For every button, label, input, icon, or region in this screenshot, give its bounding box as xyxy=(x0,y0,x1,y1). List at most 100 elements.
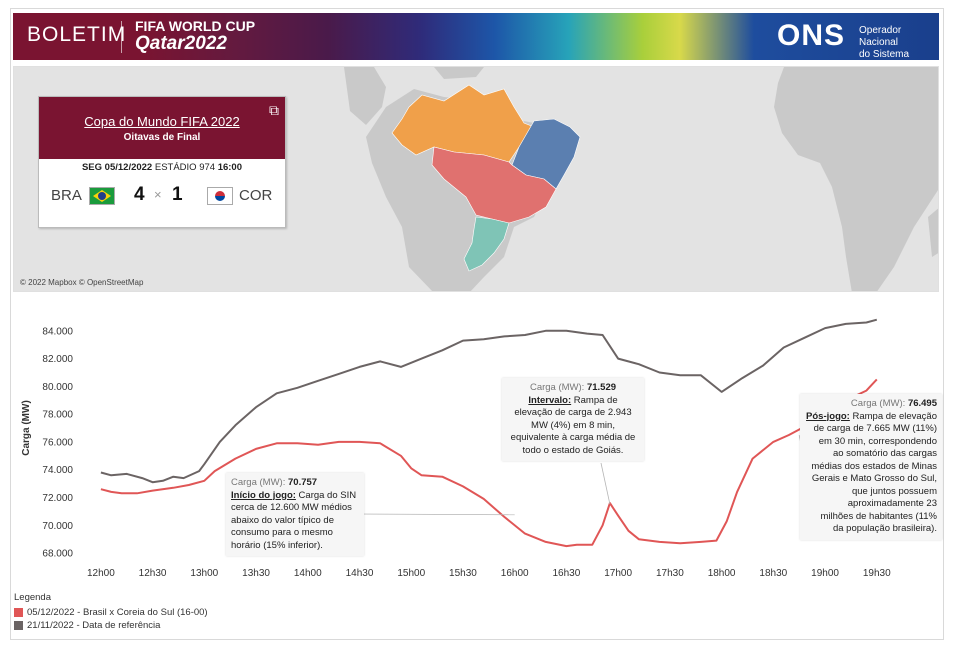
world-cup-logo-line2: Qatar2022 xyxy=(135,33,227,54)
y-tick-label: 72.000 xyxy=(42,493,73,504)
legend-item[interactable]: 21/11/2022 - Data de referência xyxy=(14,619,208,632)
annotation-halftime-line: MW (4%) em 8 min, xyxy=(531,419,615,431)
y-tick-label: 84.000 xyxy=(42,326,73,337)
annotation-postgame-line: aproximadamente 23 xyxy=(847,498,937,509)
legend-swatch-match xyxy=(14,608,23,617)
match-time: 16:00 xyxy=(217,162,243,173)
x-tick-label: 18h00 xyxy=(708,568,736,579)
annotation-kickoff-label: Carga (MW): xyxy=(231,477,286,488)
x-tick-label: 14h30 xyxy=(346,568,374,579)
x-tick-label: 19h30 xyxy=(863,568,891,579)
x-tick-label: 16h30 xyxy=(553,568,581,579)
annotation-halftime-head: Intervalo: xyxy=(528,394,572,406)
ons-logo: ONS xyxy=(777,19,846,52)
annotation-postgame-line: médias dos estados de Minas xyxy=(811,460,937,472)
annotation-kickoff-line: Carga do SIN xyxy=(298,489,357,501)
team2-name: COR xyxy=(239,187,273,204)
match-datetime: SEG 05/12/2022 ESTÁDIO 974 16:00 xyxy=(39,162,285,173)
region-south xyxy=(463,216,510,272)
series-line-reference[interactable] xyxy=(100,318,878,484)
annotation-postgame: Carga (MW): 76.495 Pós-jogo: Rampa de el… xyxy=(800,394,942,540)
annotation-kickoff: Carga (MW): 70.757 Início do jogo: Carga… xyxy=(226,473,364,556)
annotation-kickoff-value: 70.757 xyxy=(288,477,318,488)
x-tick-label: 15h30 xyxy=(449,568,477,579)
annotation-halftime-line: todo o estado de Goiás. xyxy=(522,444,624,456)
match-stage: Oitavas de Final xyxy=(123,132,201,143)
ons-description: Operador Nacional do Sistema Elétrico xyxy=(859,25,939,60)
tournament-title[interactable]: Copa do Mundo FIFA 2022 xyxy=(84,114,240,129)
match-card: Copa do Mundo FIFA 2022 Oitavas de Final… xyxy=(38,96,286,228)
y-axis-label: Carga (MW) xyxy=(21,400,32,456)
x-tick-label: 17h30 xyxy=(656,568,684,579)
score-separator: × xyxy=(154,187,162,202)
x-tick-label: 14h00 xyxy=(294,568,322,579)
annotation-postgame-line: em 30 min, correspondendo xyxy=(818,435,937,447)
scoreboard: BRA 4 × 1 COR xyxy=(39,173,285,223)
land-caribbean xyxy=(434,67,484,79)
header-banner: BOLETIM FIFA WORLD CUP Qatar2022 ONS Ope… xyxy=(13,13,939,60)
y-tick-label: 76.000 xyxy=(42,437,73,448)
y-tick-label: 70.000 xyxy=(42,521,73,532)
annotation-postgame-line: milhões de habitantes (11% xyxy=(820,510,937,522)
land-madagascar xyxy=(928,208,938,257)
world-cup-logo-line1: FIFA WORLD CUP xyxy=(135,18,256,34)
chart-legend: Legenda 05/12/2022 - Brasil x Coreia do … xyxy=(14,592,208,632)
korea-flag-icon xyxy=(207,187,233,205)
x-tick-label: 13h30 xyxy=(242,568,270,579)
annotation-postgame-line: Rampa de elevação xyxy=(852,410,938,422)
annotation-kickoff-line: consumo para o mesmo xyxy=(231,527,333,538)
match-card-header: Copa do Mundo FIFA 2022 Oitavas de Final… xyxy=(39,97,285,159)
x-tick-label: 15h00 xyxy=(397,568,425,579)
annotation-halftime-label: Carga (MW): xyxy=(529,382,585,393)
annotation-postgame-line: Gerais e Mato Grosso do Sul, xyxy=(811,473,937,484)
x-tick-label: 18h30 xyxy=(759,568,787,579)
y-tick-label: 68.000 xyxy=(42,549,73,560)
legend-swatch-reference xyxy=(14,621,23,630)
ons-description-line2: do Sistema Elétrico xyxy=(859,49,910,60)
series-line-match[interactable] xyxy=(100,378,878,548)
x-tick-label: 17h00 xyxy=(604,568,632,579)
match-date: SEG 05/12/2022 xyxy=(81,162,153,173)
annotation-kickoff-line: horário (15% inferior). xyxy=(231,539,323,551)
annotation-postgame-label: Carga (MW): xyxy=(850,398,906,409)
annotation-halftime: Carga (MW): 71.529 Intervalo: Rampa de e… xyxy=(502,378,644,461)
y-tick-label: 74.000 xyxy=(42,465,73,476)
annotation-kickoff-leader xyxy=(353,513,515,516)
banner-divider xyxy=(121,21,122,53)
land-central-america xyxy=(344,67,386,125)
annotation-postgame-line: ao somatório das cargas xyxy=(832,448,937,459)
boletim-title: BOLETIM xyxy=(27,23,127,46)
annotation-halftime-line: equivalente à carga média de xyxy=(510,432,636,443)
annotation-postgame-line: que juntos possuem xyxy=(851,485,937,497)
legend-item[interactable]: 05/12/2022 - Brasil x Coreia do Sul (16-… xyxy=(14,606,208,619)
brazil-flag-icon xyxy=(89,187,115,205)
y-tick-label: 80.000 xyxy=(42,382,73,393)
annotation-halftime-value: 71.529 xyxy=(586,382,617,393)
annotation-kickoff-line: cerca de 12.600 MW médios xyxy=(231,502,352,513)
annotation-postgame-line: de carga de 7.665 MW (11%) xyxy=(813,423,937,434)
legend-label-reference: 21/11/2022 - Data de referência xyxy=(27,620,161,631)
match-venue: ESTÁDIO 974 xyxy=(154,162,216,173)
annotation-kickoff-head: Início do jogo: xyxy=(231,489,296,501)
land-africa xyxy=(774,67,938,291)
annotation-halftime-line: Rampa de xyxy=(573,394,618,406)
annotation-postgame-value: 76.495 xyxy=(907,398,937,409)
y-tick-label: 78.000 xyxy=(42,410,73,421)
share-icon[interactable]: ⧉ xyxy=(269,102,279,118)
load-chart[interactable]: 68.000 70.000 72.000 74.000 76.000 78.000 80.0… xyxy=(13,298,939,590)
annotation-kickoff-line: abaixo do valor típico de xyxy=(231,514,334,526)
map-svg xyxy=(344,67,938,291)
x-tick-label: 12h00 xyxy=(87,568,115,579)
y-tick-label: 82.000 xyxy=(42,354,73,365)
ons-description-line1: Operador Nacional xyxy=(859,25,902,48)
chart-svg: 68.000 70.000 72.000 74.000 76.000 78.000 80.0… xyxy=(21,318,891,579)
x-tick-label: 12h30 xyxy=(139,568,167,579)
x-tick-label: 16h00 xyxy=(501,568,529,579)
annotation-postgame-line: da população brasileira). xyxy=(832,523,937,534)
region-southeast-centerwest xyxy=(431,146,557,224)
team1-name: BRA xyxy=(51,187,82,204)
region-northeast xyxy=(511,118,581,190)
team2-goals: 1 xyxy=(172,184,183,205)
x-tick-label: 13h00 xyxy=(190,568,218,579)
annotation-halftime-line: elevação de carga de 2.943 xyxy=(514,407,632,418)
